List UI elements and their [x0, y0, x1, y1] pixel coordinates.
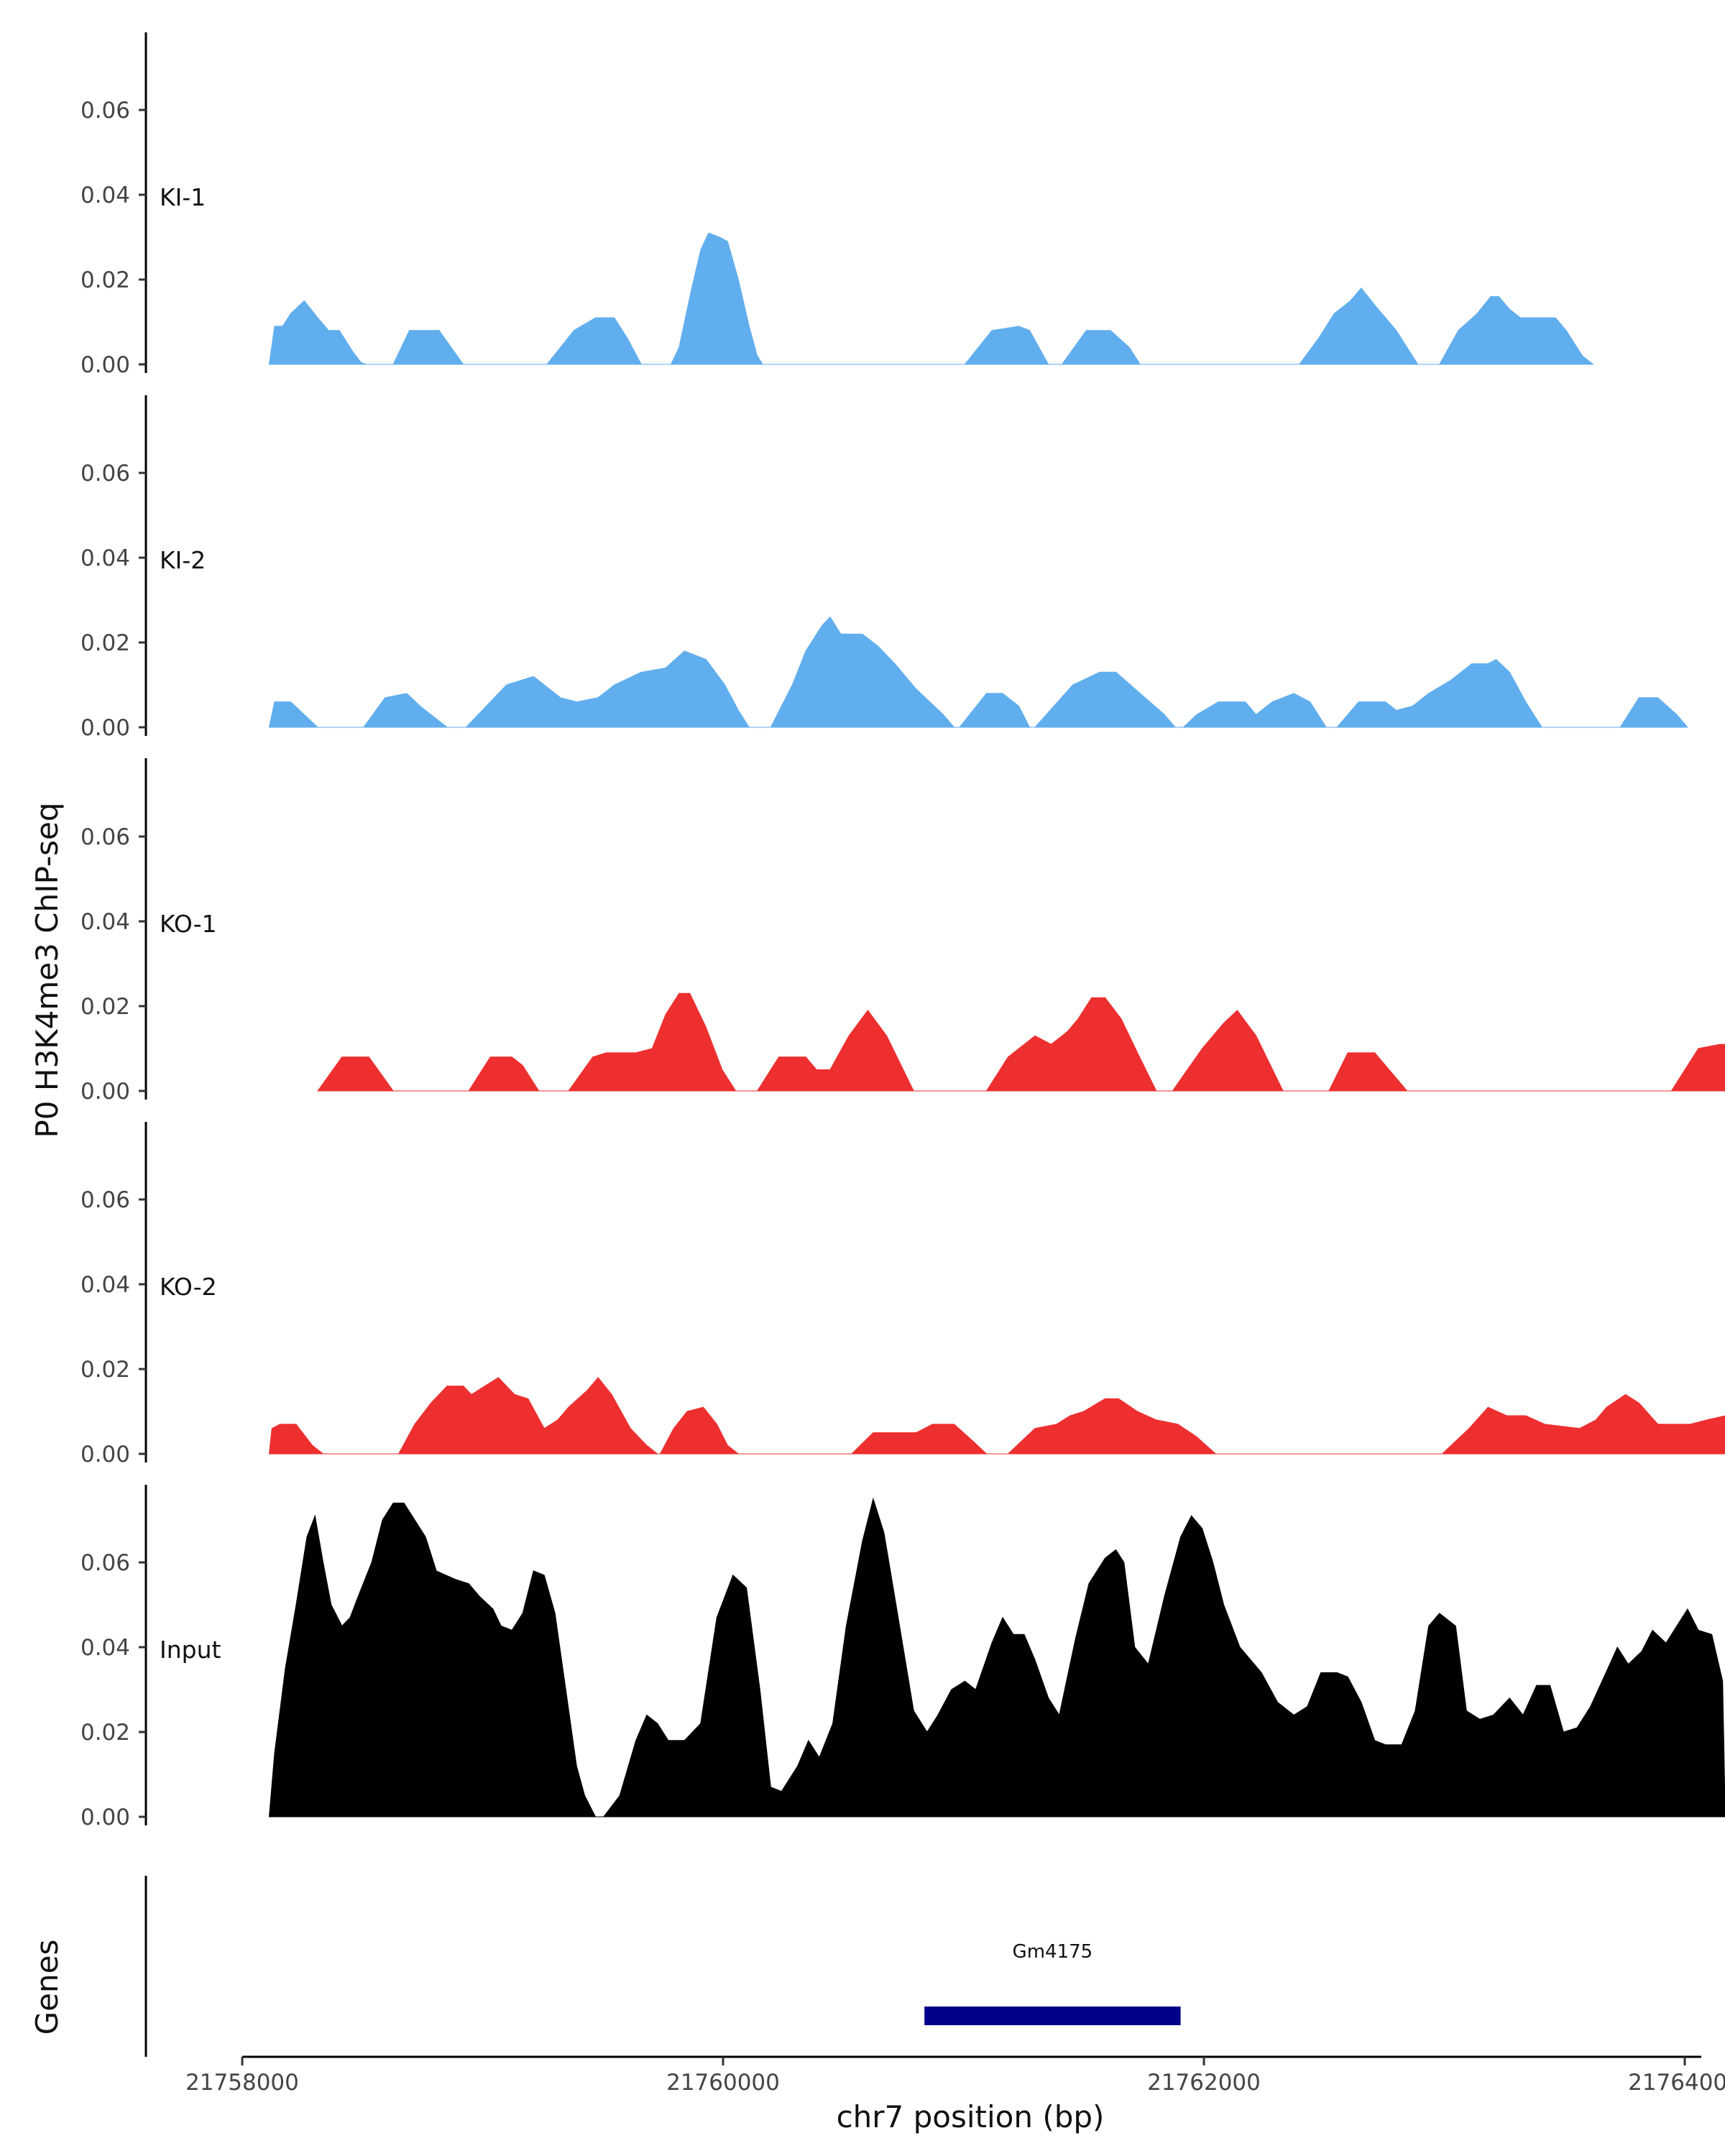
- y-tick-label: 0.06: [80, 98, 130, 124]
- track-label: KO-1: [160, 910, 217, 938]
- genes-panel: Gm4175: [144, 1876, 1181, 2057]
- track-ko-2: 0.00 0.02 0.04 0.06 KO-2: [80, 1122, 1725, 1468]
- coverage-area: [268, 1497, 1725, 1818]
- y-tick-label: 0.04: [80, 183, 130, 208]
- y-tick-label: 0.04: [80, 909, 130, 935]
- y-tick-label: 0.06: [80, 1187, 130, 1213]
- x-axis: 21758000 21760000 21762000 21764000: [185, 2055, 1725, 2096]
- y-tick-label: 0.04: [80, 545, 130, 571]
- y-tick-label: 0.02: [80, 1720, 130, 1746]
- track-label: KI-2: [160, 546, 206, 574]
- gene-label: Gm4175: [1013, 1941, 1093, 1963]
- track-label: KO-2: [160, 1273, 217, 1301]
- x-tick-label: 21764000: [1628, 2070, 1725, 2096]
- x-tick-label: 21760000: [666, 2070, 780, 2096]
- y-tick-label: 0.06: [80, 1550, 130, 1576]
- y-tick-label: 0.00: [80, 1805, 130, 1830]
- y-tick-label: 0.02: [80, 267, 130, 293]
- y-tick-label: 0.00: [80, 352, 130, 378]
- tracks-layer: 0.00 0.02 0.04 0.06 KI-1 0.00 0.02 0.04 0.06 KI-2…: [80, 32, 1725, 1830]
- y-tick-label: 0.04: [80, 1635, 130, 1661]
- x-tick-label: 21758000: [185, 2070, 299, 2096]
- y-axis-title: P0 H3K4me3 ChIP-seq: [29, 802, 65, 1138]
- gene-bar: [924, 2007, 1181, 2025]
- y-tick-label: 0.04: [80, 1272, 130, 1298]
- track-ki-1: 0.00 0.02 0.04 0.06 KI-1: [80, 32, 1595, 378]
- track-ki-2: 0.00 0.02 0.04 0.06 KI-2: [80, 395, 1688, 741]
- track-input: 0.00 0.02 0.04 0.06 Input: [80, 1485, 1725, 1830]
- track-ko-1: 0.00 0.02 0.04 0.06 KO-1: [80, 758, 1725, 1105]
- x-tick-label: 21762000: [1147, 2070, 1261, 2096]
- track-label: KI-1: [160, 183, 206, 211]
- y-tick-label: 0.02: [80, 1357, 130, 1383]
- y-tick-label: 0.06: [80, 824, 130, 850]
- y-tick-label: 0.00: [80, 1442, 130, 1468]
- y-tick-label: 0.02: [80, 630, 130, 656]
- y-tick-label: 0.06: [80, 461, 130, 487]
- x-axis-title: chr7 position (bp): [837, 2099, 1105, 2134]
- track-label: Input: [160, 1636, 221, 1664]
- coverage-area: [268, 232, 1595, 365]
- coverage-area: [268, 1377, 1725, 1455]
- coverage-area: [268, 616, 1688, 728]
- y-tick-label: 0.00: [80, 1079, 130, 1105]
- y-tick-label: 0.00: [80, 715, 130, 741]
- coverage-area: [317, 992, 1725, 1092]
- genes-axis-title: Genes: [29, 1940, 65, 2035]
- y-tick-label: 0.02: [80, 994, 130, 1020]
